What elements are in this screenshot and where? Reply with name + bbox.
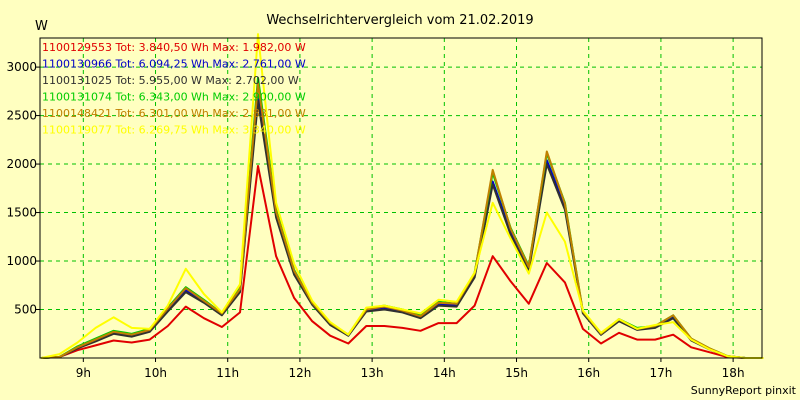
legend-entry-1: 1100129553 Tot: 3.840,50 Wh Max: 1.982,0…	[42, 41, 306, 54]
credit-label: SunnyReport pinxit	[691, 384, 797, 397]
x-tick-label: 10h	[144, 366, 167, 380]
x-tick-label: 15h	[505, 366, 528, 380]
x-tick-label: 9h	[76, 366, 91, 380]
axes: 500 1000 1500 2000 2500 3000 9h 10h 11h 12h 13h 14h…	[6, 37, 763, 380]
plot-border	[39, 37, 763, 359]
series-line-6	[41, 33, 764, 359]
x-tick-label: 13h	[361, 366, 384, 380]
x-tick-label: 11h	[216, 366, 239, 380]
x-tick-label: 16h	[577, 366, 600, 380]
x-tick-label: 17h	[649, 366, 672, 380]
y-tick-label: 3000	[6, 60, 37, 74]
legend: 1100129553 Tot: 3.840,50 Wh Max: 1.982,0…	[42, 41, 306, 137]
y-tick-label: 1500	[6, 206, 37, 220]
legend-entry-5: 1100148421 Tot: 6.301,00 Wh Max: 2.831,0…	[42, 107, 306, 120]
series-line-3	[41, 100, 764, 359]
series-line-1	[41, 165, 764, 359]
legend-entry-2: 1100130966 Tot: 6.094,25 Wh Max: 2.761,0…	[42, 58, 306, 71]
x-tick-label: 18h	[722, 366, 745, 380]
y-tick-label: 2500	[6, 109, 37, 123]
y-tick-label: 2000	[6, 157, 37, 171]
plot-background	[40, 38, 762, 358]
y-axis-unit-label: W	[35, 19, 48, 34]
legend-entry-3: 1100131025 Tot: 5.955,00 W Max: 2.702,00…	[42, 74, 299, 87]
x-tick-label: 14h	[433, 366, 456, 380]
legend-entry-4: 1100131074 Tot: 6.343,00 Wh Max: 2.900,0…	[42, 91, 306, 104]
plot-area	[40, 38, 762, 358]
series-lines	[41, 33, 764, 359]
x-tick-label: 12h	[288, 366, 311, 380]
chart-title: Wechselrichtervergleich vom 21.02.2019	[266, 13, 533, 28]
legend-entry-6: 1100119077 Tot: 6.269,75 Wh Max: 3.340,0…	[42, 124, 306, 137]
y-tick-label: 1000	[6, 254, 37, 268]
y-tick-label: 500	[14, 303, 37, 317]
